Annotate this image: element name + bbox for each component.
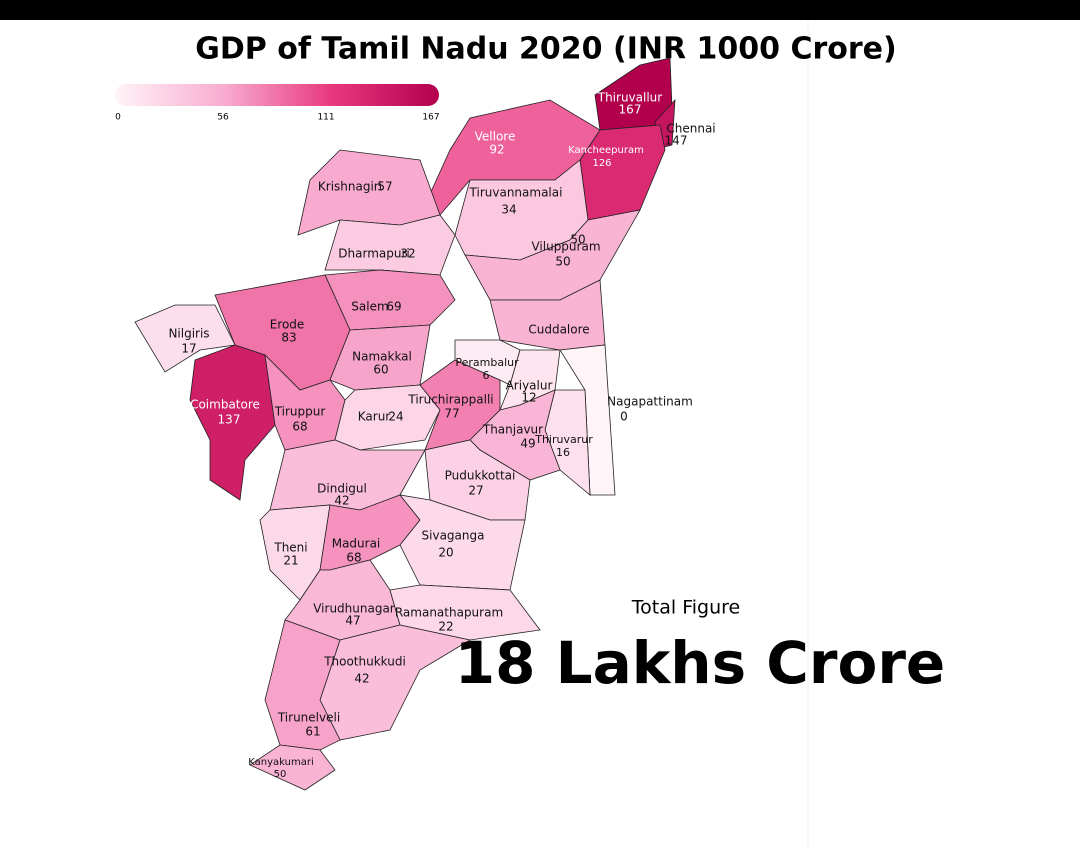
colorbar-tick-label: 111 [317,113,334,123]
district-name: Madurai [332,537,381,551]
district-value: 42 [334,494,349,508]
district-value: 147 [665,134,688,148]
district-name: Virudhunagar [313,602,395,616]
district-name: Kanyakumari [248,757,313,768]
district-value: 12 [521,391,536,405]
district-name: Nilgiris [168,327,209,341]
title: GDP of Tamil Nadu 2020 (INR 1000 Crore) [195,32,896,67]
district-name: Thanjavur [482,423,543,437]
colorbar [115,84,439,106]
district-value: 24 [388,410,403,424]
district [324,214,456,276]
district-name: Viluppuram [531,240,600,254]
district-value: 49 [520,437,535,451]
districts [134,57,676,791]
district-value: 32 [400,247,415,261]
district-name: Tiruvannamalai [469,186,563,200]
total-label: Total Figure [631,597,740,619]
district-name: Salem [351,300,388,314]
district-name: Karur [358,410,391,424]
district-value: 50 [555,255,570,269]
district-name: Tiruppur [274,405,326,419]
district-value: 17 [181,342,196,356]
district-value: 50 [570,233,585,247]
district-name: Sivaganga [422,529,485,543]
district-value: 16 [556,446,570,459]
district-value: 6 [483,369,490,382]
district-value: 77 [444,407,459,421]
district-value: 68 [346,551,361,565]
district-value: 167 [619,103,642,117]
district-value: 68 [292,420,307,434]
district-name: Thiruvallur [597,91,663,105]
district [249,744,336,791]
district-name: Krishnagiri [318,180,382,194]
district-value: 20 [438,546,453,560]
colorbar-tick-label: 0 [115,113,121,123]
district [264,619,341,751]
district-name: Pudukkottai [445,469,516,483]
district-name: Kancheepuram [568,145,644,156]
district-name: Dindigul [317,482,367,496]
top-bar [0,0,1080,20]
district-name: Tirunelveli [277,711,340,725]
district [559,344,616,496]
district-name: Dharmapuri [338,247,409,261]
district [319,624,472,741]
district [189,344,276,501]
district-value: 47 [345,614,360,628]
colorbar-tick-label: 56 [217,113,229,123]
district-value: 34 [501,203,516,217]
district-value: 137 [218,413,241,427]
district-value: 21 [283,554,298,568]
district-name: Cuddalore [528,323,589,337]
district-name: Ariyalur [506,379,553,393]
district-value: 0 [620,410,628,424]
total-value: 18 Lakhs Crore [455,629,946,697]
district-value: 57 [377,180,392,194]
district-value: 69 [386,300,401,314]
district-value: 27 [468,484,483,498]
district-name: Perambalur [455,356,519,369]
district-name: Coimbatore [190,398,260,412]
district-name: Nagapattinam [607,395,693,409]
district-name: Vellore [475,130,516,144]
district-value: 22 [438,620,453,634]
district-value: 60 [373,363,388,377]
colorbar-tick-label: 167 [422,113,439,123]
district-value: 92 [489,143,504,157]
district-name: Ramanathapuram [395,606,503,620]
district-name: Thoothukkudi [323,655,406,669]
district-value: 83 [281,331,296,345]
district-name: Chennai [666,122,715,136]
district-name: Thiruvarur [534,433,593,446]
district-value: 61 [305,725,320,739]
district-name: Namakkal [352,350,412,364]
district-value: 126 [592,158,611,169]
district [424,99,601,216]
district-value: 42 [354,672,369,686]
district [399,494,526,591]
district-name: Tiruchirappalli [407,393,493,407]
district-labels: Thiruvallur167Chennai147Kancheepuram126V… [168,91,715,781]
district-name: Erode [270,318,305,332]
district-value: 50 [274,769,287,780]
district-name: Theni [273,541,307,555]
